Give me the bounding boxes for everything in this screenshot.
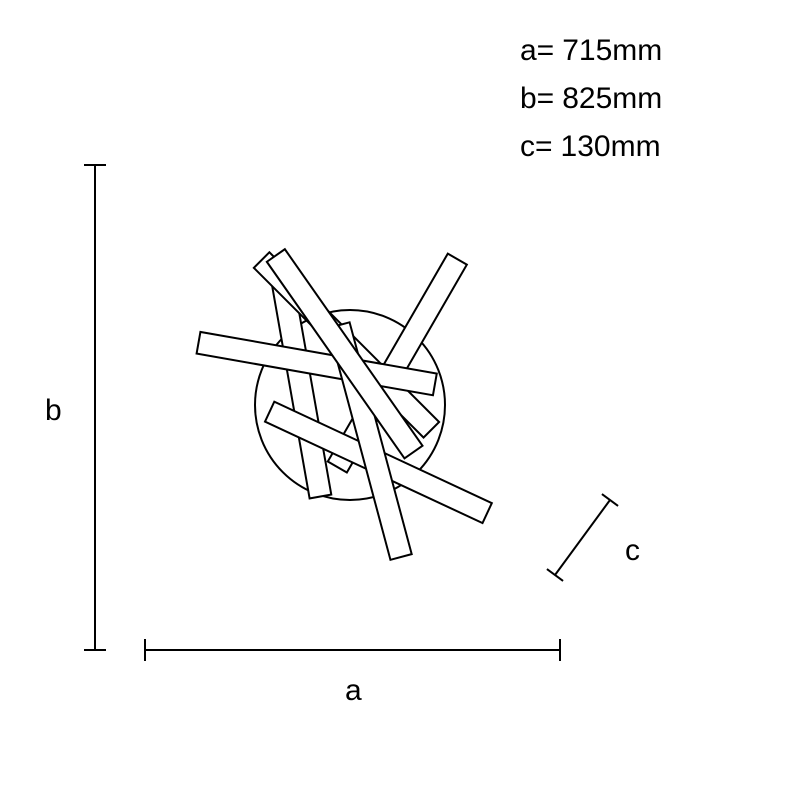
technical-drawing: a=715mm b=825mm c=130mm a b c xyxy=(0,0,800,800)
product-figure xyxy=(197,249,492,560)
legend-item-c: c=130mm xyxy=(520,130,661,163)
dim-label-c: c xyxy=(625,534,640,567)
legend-item-b: b=825mm xyxy=(520,82,662,115)
dim-b: b xyxy=(45,165,106,650)
dim-label-b: b xyxy=(45,394,62,427)
legend-item-a: a=715mm xyxy=(520,34,662,67)
dim-a: a xyxy=(145,639,560,707)
dim-label-a: a xyxy=(345,674,362,707)
legend: a=715mm b=825mm c=130mm xyxy=(520,34,662,163)
dim-c: c xyxy=(547,494,640,581)
